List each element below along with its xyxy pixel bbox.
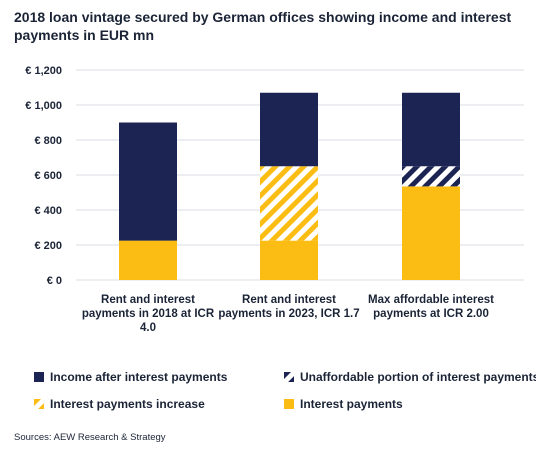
y-tick-label: € 600: [34, 170, 62, 182]
navy-stripes-icon: [284, 372, 294, 382]
x-category-label: Max affordable interest payments at ICR 2…: [368, 294, 494, 320]
legend-item-interest: Interest payments: [284, 397, 403, 411]
bar-segment-unaffordable: [402, 166, 460, 187]
y-tick-label: € 200: [34, 240, 62, 252]
navy-square-icon: [34, 372, 44, 382]
stacked-bar-chart: € 0 € 200 € 400 € 600 € 800 € 1,000 € 1,200 Re…: [25, 65, 524, 334]
bar-segment-interest: [119, 240, 177, 280]
source-note: Sources: AEW Research & Strategy: [14, 432, 166, 443]
bar-segment-increase: [260, 166, 318, 241]
y-axis: € 0 € 200 € 400 € 600 € 800 € 1,000 € 1,200: [25, 65, 62, 287]
legend-item-unaffordable: Unaffordable portion of interest payment…: [284, 370, 536, 384]
chart-title: 2018 loan vintage secured by German offi…: [14, 9, 512, 43]
bar-segment-income: [402, 92, 460, 167]
y-tick-label: € 800: [34, 135, 62, 147]
legend-item-income: Income after interest payments: [34, 370, 227, 384]
y-tick-label: € 1,000: [25, 100, 62, 112]
x-category-label: Rent and interest payments in 2023, ICR 1…: [218, 294, 359, 320]
yellow-stripes-icon: [34, 399, 44, 409]
x-axis: Rent and interest payments in 2018 at ICR…: [82, 294, 494, 334]
legend-label: Unaffordable portion of interest payment…: [300, 370, 536, 384]
bars: [119, 92, 460, 280]
legend-label: Interest payments: [300, 397, 403, 411]
bar-segment-interest: [402, 186, 460, 280]
bar-segment-income: [119, 122, 177, 241]
y-tick-label: € 400: [34, 205, 62, 217]
bar-segment-income: [260, 92, 318, 167]
legend-label: Income after interest payments: [50, 370, 228, 384]
legend-label: Interest payments increase: [50, 397, 205, 411]
bar-segment-interest: [260, 240, 318, 280]
y-tick-label: € 1,200: [25, 65, 62, 77]
yellow-square-icon: [284, 399, 294, 409]
y-tick-label: € 0: [47, 275, 62, 287]
legend-item-increase: Interest payments increase: [34, 397, 205, 411]
x-category-label: Rent and interest payments in 2018 at ICR…: [82, 294, 215, 334]
